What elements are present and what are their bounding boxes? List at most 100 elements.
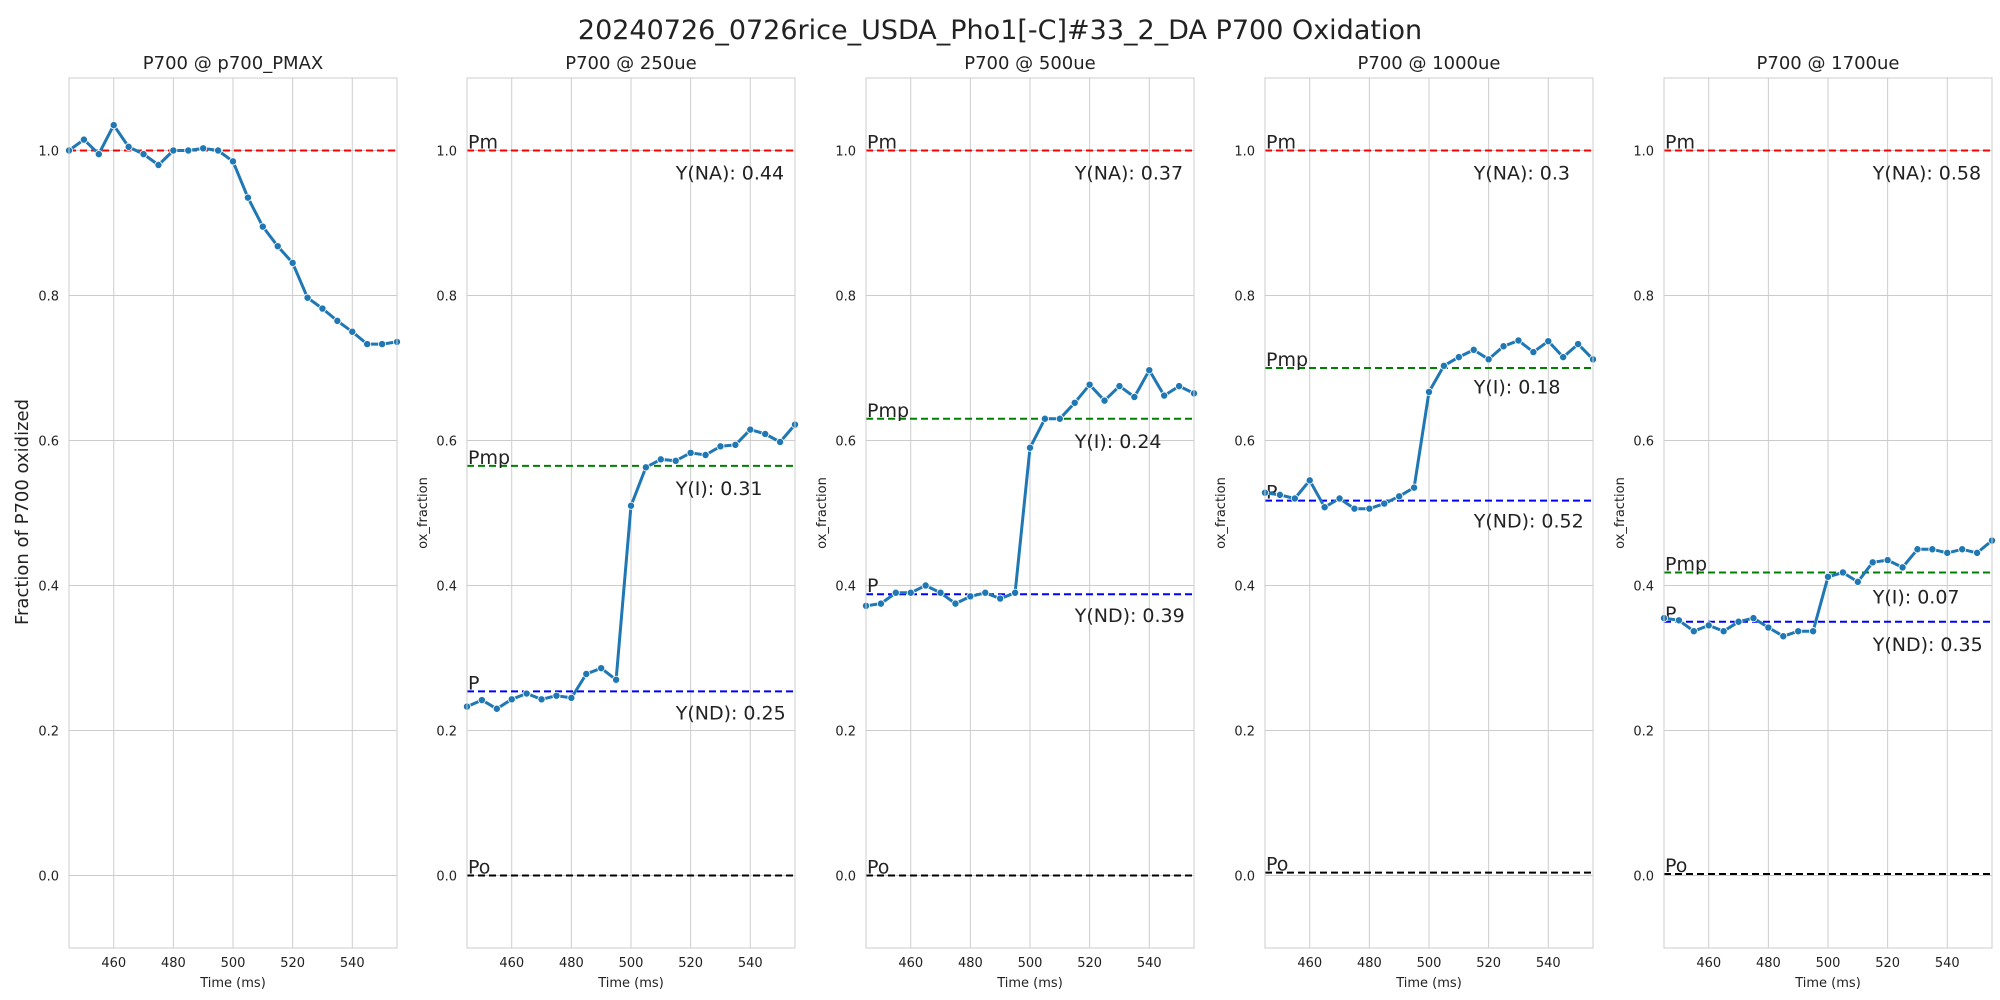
plot-frame	[466, 77, 796, 949]
data-point	[1439, 361, 1448, 370]
subplot-title: P700 @ 1000ue	[1358, 53, 1501, 74]
data-point	[761, 429, 770, 438]
y-tick-label: 0.0	[1633, 870, 1654, 885]
annotation: Y(NA): 0.37	[1074, 163, 1183, 185]
y-tick-label: 0.8	[835, 290, 856, 305]
y-axis-label: ox_fraction	[1214, 477, 1229, 549]
data-point	[876, 599, 885, 608]
x-axis-label: Time (ms)	[199, 976, 266, 991]
data-point	[701, 450, 710, 459]
data-point	[184, 146, 193, 155]
data-point	[891, 588, 900, 597]
data-point	[363, 340, 372, 349]
annotation: Y(NA): 0.3	[1473, 163, 1570, 185]
data-point	[1824, 572, 1833, 581]
hline-label-pmp: Pmp	[468, 447, 510, 469]
data-point	[1055, 414, 1064, 423]
data-point	[1040, 414, 1049, 423]
y-tick-label: 0.0	[835, 870, 856, 885]
y-tick-label: 0.4	[38, 580, 59, 595]
x-tick-label: 520	[1476, 956, 1501, 971]
data-point	[597, 664, 606, 673]
data-point	[1365, 504, 1374, 513]
x-tick-label: 500	[1417, 956, 1442, 971]
subplot-title: P700 @ p700_PMAX	[143, 53, 323, 74]
y-axis-label: ox_fraction	[416, 477, 431, 549]
subplot-title: P700 @ 1700ue	[1757, 53, 1900, 74]
annotation: Y(I): 0.24	[1074, 431, 1162, 453]
y-tick-label: 1.0	[1234, 145, 1255, 160]
y-tick-label: 0.0	[436, 870, 457, 885]
data-point	[109, 121, 118, 130]
data-point	[1350, 504, 1359, 513]
data-point	[1070, 398, 1079, 407]
x-tick-label: 520	[280, 956, 305, 971]
data-point	[243, 193, 252, 202]
data-point	[1026, 443, 1035, 452]
data-point	[1913, 545, 1922, 554]
data-point	[303, 293, 312, 302]
x-tick-label: 460	[499, 956, 524, 971]
data-point	[966, 592, 975, 601]
data-point	[199, 144, 208, 153]
hline-label-pm: Pm	[468, 132, 498, 154]
data-point	[776, 437, 785, 446]
y-tick-label: 0.2	[38, 725, 59, 740]
data-point	[333, 316, 342, 325]
data-point	[1928, 545, 1937, 554]
data-point	[318, 304, 327, 313]
subplot-2: Pm Pmp P Po Y(NA): 0.44 Y(I): 0.31 Y(ND): 0.25…	[416, 53, 800, 991]
data-point	[1100, 396, 1109, 405]
data-point	[731, 440, 740, 449]
data-point	[641, 463, 650, 472]
data-point	[1794, 627, 1803, 636]
subplot-3: Pm Pmp P Po Y(NA): 0.37 Y(I): 0.24 Y(ND): 0.39…	[815, 53, 1199, 991]
y-tick-label: 0.0	[38, 870, 59, 885]
x-axis-label: Time (ms)	[1395, 976, 1462, 991]
data-point	[1115, 382, 1124, 391]
annotation: Y(ND): 0.52	[1473, 511, 1584, 533]
y-tick-label: 0.2	[1234, 725, 1255, 740]
hline-label-pmp: Pmp	[1665, 553, 1707, 575]
annotation: Y(ND): 0.39	[1074, 605, 1185, 627]
data-point	[1380, 499, 1389, 508]
y-tick-label: 1.0	[436, 145, 457, 160]
y-tick-label: 0.4	[1633, 580, 1654, 595]
x-axis-label: Time (ms)	[597, 976, 664, 991]
y-tick-label: 0.6	[1633, 435, 1654, 450]
data-point	[1290, 494, 1299, 503]
x-axis-label: Time (ms)	[1794, 976, 1861, 991]
y-tick-label: 0.6	[1234, 435, 1255, 450]
hline-label-pm: Pm	[1266, 132, 1296, 154]
hline-label-pm: Pm	[1665, 132, 1695, 154]
data-point	[1704, 621, 1713, 630]
x-tick-label: 480	[559, 956, 584, 971]
data-point	[1943, 548, 1952, 557]
data-point	[214, 146, 223, 155]
x-tick-label: 540	[1935, 956, 1960, 971]
x-tick-label: 480	[161, 956, 186, 971]
data-point	[273, 242, 282, 251]
x-tick-label: 540	[340, 956, 365, 971]
hline-label-p: P	[1665, 603, 1676, 625]
data-point	[1809, 627, 1818, 636]
data-point	[1559, 353, 1568, 362]
data-point	[671, 456, 680, 465]
data-point	[906, 588, 915, 597]
data-point	[1011, 588, 1020, 597]
data-point	[139, 150, 148, 159]
x-tick-label: 540	[738, 956, 763, 971]
data-point	[378, 340, 387, 349]
data-point	[507, 695, 516, 704]
hline-label-po: Po	[1266, 854, 1288, 876]
plot-frame	[1663, 77, 1993, 949]
data-point	[1469, 345, 1478, 354]
y-tick-label: 0.8	[38, 290, 59, 305]
data-point	[1544, 337, 1553, 346]
data-point	[1145, 366, 1154, 375]
data-point	[1275, 490, 1284, 499]
data-point	[686, 448, 695, 457]
x-tick-label: 500	[1018, 956, 1043, 971]
y-tick-label: 0.4	[1234, 580, 1255, 595]
